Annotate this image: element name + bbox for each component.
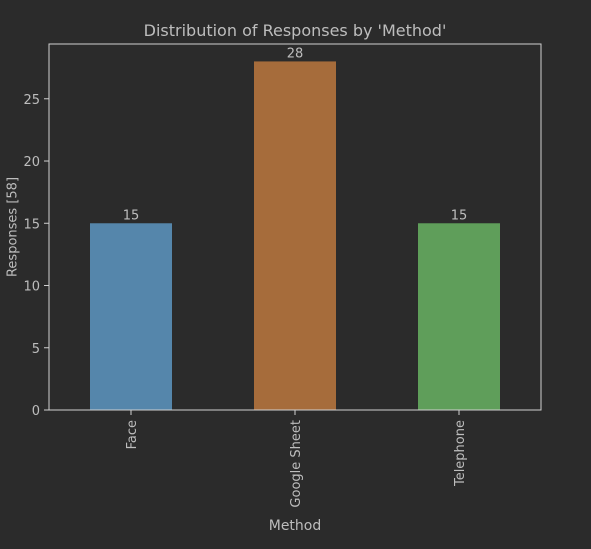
x-tick-label: Google Sheet bbox=[289, 420, 304, 508]
bar-value-label: 15 bbox=[451, 208, 468, 223]
y-tick-label: 10 bbox=[23, 280, 40, 295]
bar bbox=[418, 223, 500, 410]
bars-layer bbox=[90, 61, 500, 411]
y-tick-label: 15 bbox=[23, 217, 40, 232]
x-axis-label: Method bbox=[269, 518, 322, 534]
chart-title: Distribution of Responses by 'Method' bbox=[144, 21, 447, 40]
bar bbox=[254, 61, 336, 411]
y-tick-label: 20 bbox=[23, 155, 40, 170]
y-axis: 0 5 10 15 20 25 bbox=[23, 93, 49, 419]
y-tick-label: 5 bbox=[32, 342, 40, 357]
bar-value-label: 28 bbox=[287, 46, 304, 61]
bar-value-label: 15 bbox=[123, 208, 140, 223]
x-axis: Face Google Sheet Telephone bbox=[125, 410, 468, 508]
x-tick-label: Face bbox=[125, 420, 140, 449]
bar bbox=[90, 223, 172, 410]
y-tick-label: 0 bbox=[32, 404, 40, 419]
y-axis-label: Responses [58] bbox=[6, 177, 21, 277]
y-tick-label: 25 bbox=[23, 93, 40, 108]
data-labels-layer: 15 28 15 bbox=[123, 46, 468, 223]
x-tick-label: Telephone bbox=[453, 420, 468, 487]
plot-frame bbox=[48, 43, 542, 411]
